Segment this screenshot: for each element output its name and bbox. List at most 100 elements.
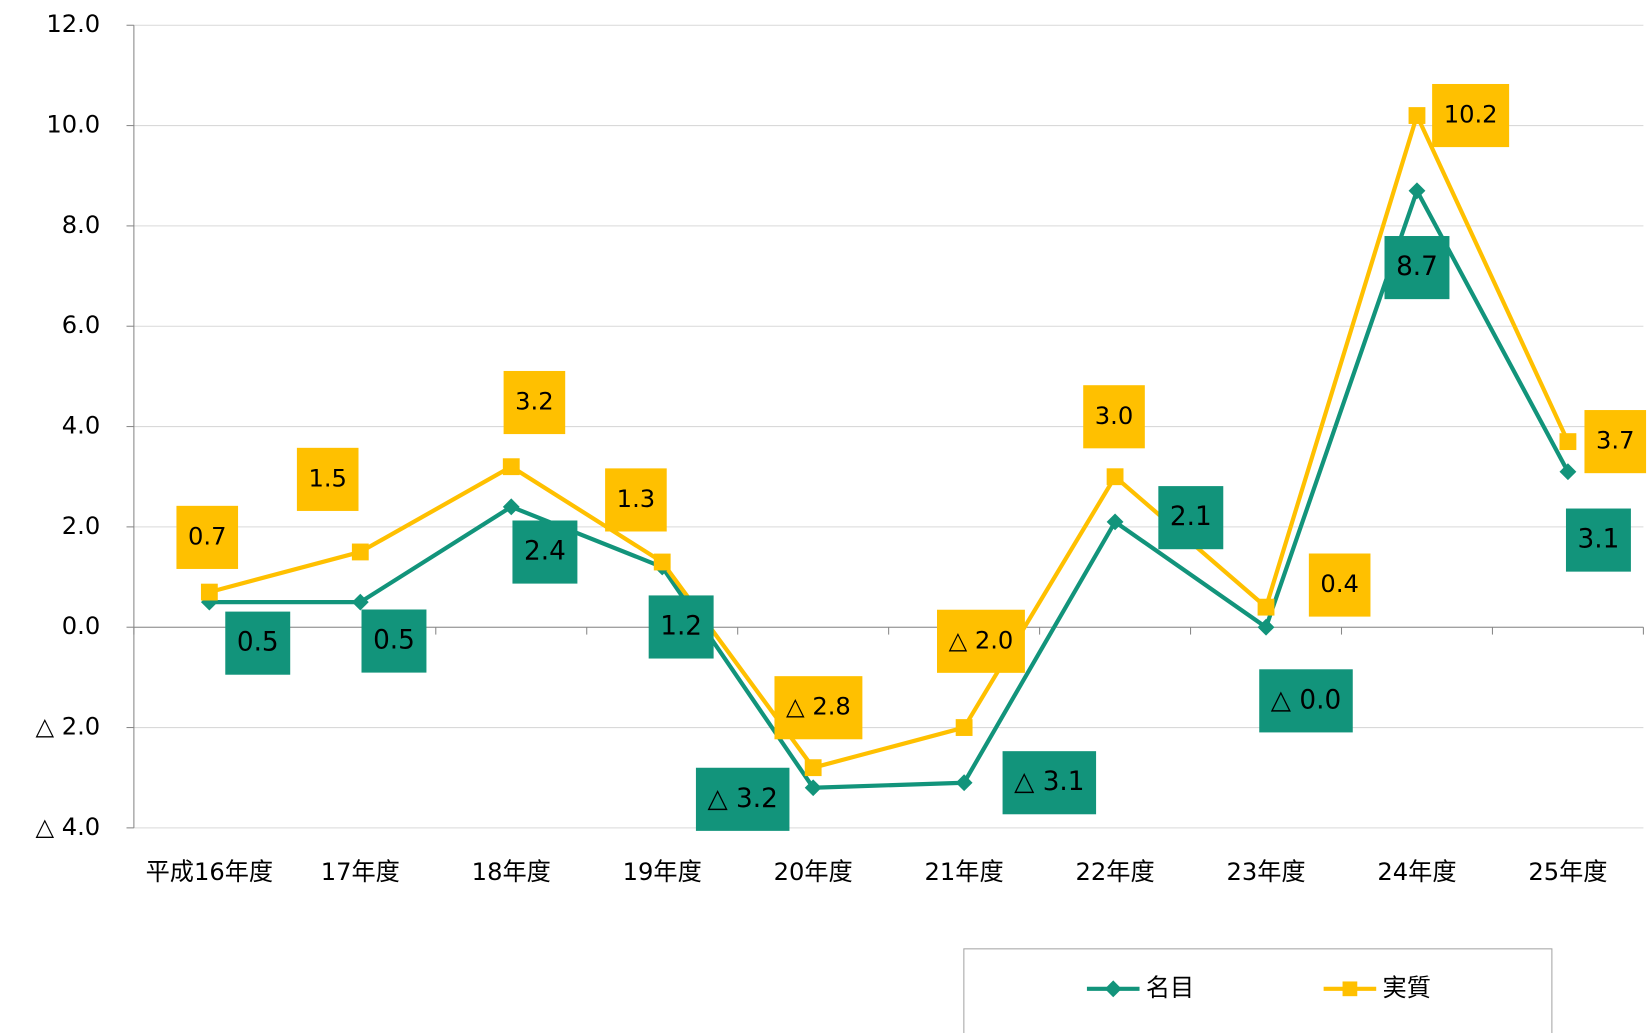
data-label-text: 1.5 <box>308 464 346 492</box>
marker <box>1106 468 1124 486</box>
marker <box>200 583 218 601</box>
data-label-box <box>1384 236 1450 300</box>
marker <box>351 593 369 611</box>
data-label-box <box>1308 553 1371 617</box>
marker <box>502 498 520 516</box>
data-label-text: 1.2 <box>660 611 702 641</box>
data-label-box <box>296 447 359 511</box>
data-label-text: 8.7 <box>1396 252 1438 282</box>
data-label: 1.3 <box>605 468 667 532</box>
data-label-box <box>512 520 578 584</box>
data-label-text: 0.4 <box>1320 570 1358 598</box>
data-label: △ 2.8 <box>774 676 863 740</box>
x-tick-label: 21年度 <box>925 858 1004 886</box>
data-label-text: 3.0 <box>1095 402 1133 430</box>
marker <box>804 759 822 777</box>
y-tick-label: 8.0 <box>62 211 100 239</box>
data-label-text: 10.2 <box>1444 101 1498 129</box>
data-label-text: △ 3.1 <box>1014 767 1084 797</box>
legend-marker <box>1342 981 1358 997</box>
data-label: △ 3.2 <box>695 767 790 831</box>
data-label-box <box>605 468 667 532</box>
data-label-text: △ 2.8 <box>786 693 851 721</box>
data-label-box <box>361 609 427 673</box>
x-tick-label: 17年度 <box>321 858 400 886</box>
marker <box>955 774 973 792</box>
y-tick-label: △ 4.0 <box>35 813 100 841</box>
data-label: 0.7 <box>176 505 239 569</box>
x-tick-label: 18年度 <box>472 858 551 886</box>
data-label-box <box>1565 508 1631 572</box>
data-label: 1.2 <box>648 595 714 659</box>
x-tick-label: 24年度 <box>1377 858 1456 886</box>
x-tick-label: 19年度 <box>623 858 702 886</box>
series-line <box>209 188 1570 790</box>
data-label: 2.1 <box>1158 486 1224 550</box>
data-label-box <box>774 676 863 740</box>
data-label: 0.4 <box>1308 553 1371 617</box>
data-label: △ 2.0 <box>936 609 1025 673</box>
data-label-box <box>1432 83 1510 148</box>
data-label: 10.2 <box>1432 83 1510 148</box>
data-label-text: 2.4 <box>524 537 566 567</box>
marker <box>1408 107 1426 124</box>
data-label: 8.7 <box>1384 236 1450 300</box>
marker <box>1257 618 1275 636</box>
data-label: 3.0 <box>1083 385 1145 449</box>
data-label-box <box>1259 669 1353 733</box>
data-label: 0.5 <box>361 609 427 673</box>
data-label-box <box>695 767 790 831</box>
data-label: 1.5 <box>296 447 359 511</box>
data-label: 2.4 <box>512 520 578 584</box>
y-tick-label: 0.0 <box>62 612 100 640</box>
data-label-text: 1.3 <box>617 485 655 513</box>
legend-label: 名目 <box>1146 974 1194 1002</box>
data-label: 3.7 <box>1584 410 1647 474</box>
data-label-box <box>176 505 239 569</box>
y-tick-label: 6.0 <box>62 311 100 339</box>
x-tick-label: 25年度 <box>1528 858 1607 886</box>
data-label: 3.1 <box>1565 508 1631 572</box>
data-label: △ 0.0 <box>1259 669 1353 733</box>
marker <box>502 458 520 476</box>
marker <box>955 719 973 736</box>
data-label: 3.2 <box>503 370 566 435</box>
data-label-text: 3.2 <box>515 388 553 416</box>
x-tick-label: 23年度 <box>1226 858 1305 886</box>
x-tick-label: 20年度 <box>774 858 853 886</box>
y-tick-label: 12.0 <box>46 10 100 38</box>
series-line <box>208 113 1570 770</box>
x-tick-label: 平成16年度 <box>146 858 274 886</box>
legend-box <box>963 948 1553 1033</box>
marker <box>804 779 822 797</box>
data-label: 0.5 <box>225 611 291 675</box>
data-label-box <box>225 611 291 675</box>
data-label-text: 0.5 <box>237 628 279 658</box>
data-label-box <box>503 370 566 435</box>
marker <box>1257 598 1275 616</box>
y-tick-label: 4.0 <box>62 412 100 440</box>
data-label-text: △ 3.2 <box>707 784 777 814</box>
data-label-text: 3.1 <box>1578 525 1620 555</box>
data-label-box <box>1083 385 1145 449</box>
marker <box>351 543 369 561</box>
y-tick-label: △ 2.0 <box>35 713 100 741</box>
data-label-text: 0.5 <box>373 626 415 656</box>
data-label-box <box>1584 410 1647 474</box>
marker <box>653 553 671 571</box>
data-label-text: △ 0.0 <box>1271 685 1341 715</box>
data-label-text: △ 2.0 <box>949 626 1014 654</box>
legend-label: 実質 <box>1383 974 1431 1002</box>
y-tick-label: 2.0 <box>62 512 100 540</box>
data-label-box <box>1002 751 1097 815</box>
marker <box>1559 433 1577 451</box>
data-label-box <box>648 595 714 659</box>
x-tick-label: 22年度 <box>1075 858 1154 886</box>
data-label: △ 3.1 <box>1002 751 1097 815</box>
data-label-text: 3.7 <box>1596 427 1634 455</box>
data-label-box <box>1158 486 1224 550</box>
data-label-text: 2.1 <box>1170 502 1212 532</box>
data-label-text: 0.7 <box>188 522 226 550</box>
